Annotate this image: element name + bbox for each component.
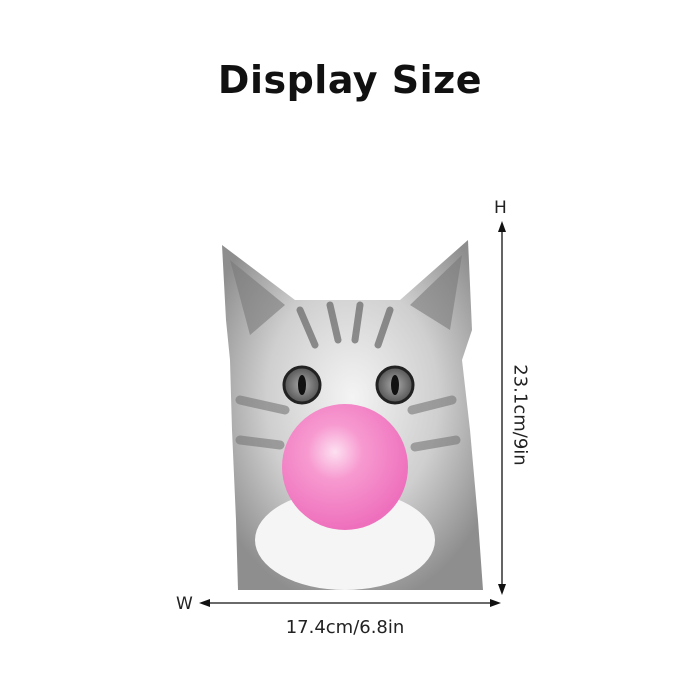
- width-arrow: [199, 599, 501, 607]
- cat-image: [222, 240, 483, 590]
- page-title: Display Size: [217, 58, 483, 102]
- height-value: 23.1cm/9in: [509, 364, 531, 466]
- width-value: 17.4cm/6.8in: [285, 617, 405, 638]
- width-label: W: [176, 594, 193, 614]
- bubble-gum: [282, 404, 408, 530]
- height-label: H: [494, 198, 507, 218]
- height-arrow: [498, 221, 506, 595]
